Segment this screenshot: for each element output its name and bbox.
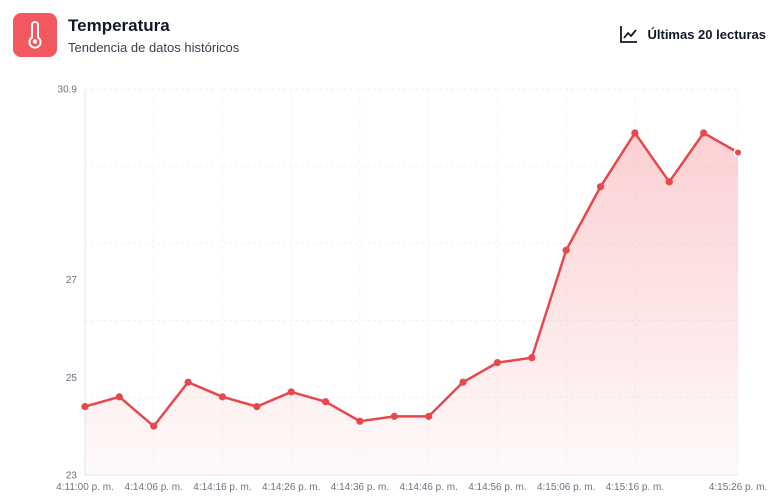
data-point[interactable] — [562, 246, 570, 254]
data-point[interactable] — [390, 412, 398, 420]
data-point[interactable] — [733, 147, 743, 158]
data-point[interactable] — [665, 178, 673, 186]
x-tick-label: 4:15:06 p. m. — [537, 482, 595, 493]
y-tick-label: 27 — [66, 275, 78, 286]
data-point[interactable] — [700, 129, 708, 137]
x-tick-label: 4:14:26 p. m. — [262, 482, 320, 493]
range-label: Últimas 20 lecturas — [647, 26, 766, 42]
series-area — [85, 132, 738, 476]
x-tick-label: 4:11:00 p. m. — [56, 482, 114, 493]
x-tick-label: 4:14:36 p. m. — [331, 482, 389, 493]
data-point[interactable] — [150, 422, 158, 430]
series-line — [84, 131, 739, 428]
data-point[interactable] — [253, 402, 261, 411]
x-tick-label: 4:15:16 p. m. — [606, 482, 664, 493]
chart-subtitle: Tendencia de datos históricos — [68, 40, 240, 55]
x-tick-label: 4:14:06 p. m. — [125, 482, 183, 493]
data-point[interactable] — [425, 412, 433, 420]
y-tick-label: 30.9 — [58, 85, 78, 96]
data-point[interactable] — [528, 354, 536, 362]
range-indicator: Últimas 20 lecturas — [619, 24, 766, 44]
y-tick-label: 25 — [66, 373, 78, 384]
x-tick-label: 4:14:16 p. m. — [193, 482, 251, 493]
data-point[interactable] — [287, 388, 295, 396]
data-point[interactable] — [218, 393, 227, 401]
data-point[interactable] — [459, 378, 467, 386]
data-point[interactable] — [81, 402, 89, 411]
data-point[interactable] — [356, 417, 364, 425]
data-point[interactable] — [493, 359, 502, 367]
data-point[interactable] — [596, 183, 605, 191]
x-tick-label: 4:14:46 p. m. — [399, 482, 457, 493]
line-chart-icon — [619, 24, 639, 44]
chart-title: Temperatura — [68, 16, 170, 35]
thermometer-icon — [13, 13, 57, 57]
data-point[interactable] — [115, 393, 123, 401]
x-tick-label: 4:15:26 p. m. — [709, 482, 767, 493]
y-tick-label: 23 — [66, 471, 78, 482]
x-tick-label: 4:14:56 p. m. — [468, 482, 526, 493]
data-point[interactable] — [631, 129, 639, 137]
data-point[interactable] — [184, 378, 192, 386]
data-point[interactable] — [321, 398, 330, 406]
